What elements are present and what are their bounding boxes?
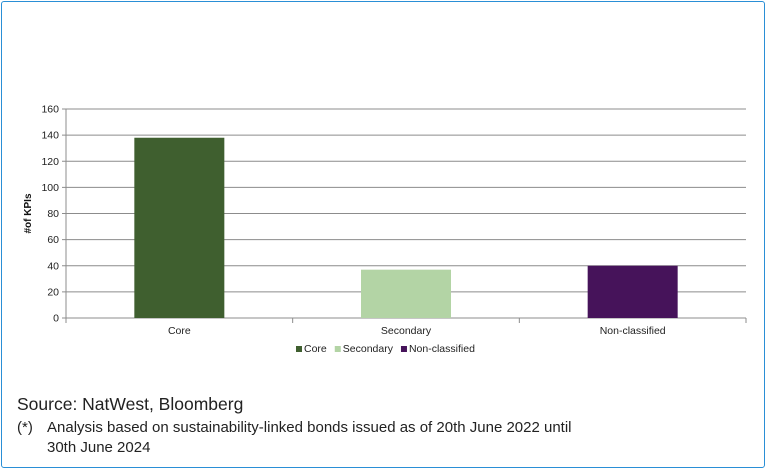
x-tick-label: Non-classified [600, 325, 666, 337]
legend-label: Secondary [343, 343, 394, 355]
legend-label: Non-classified [409, 343, 475, 355]
x-tick-label: Core [168, 325, 191, 337]
legend-swatch [296, 346, 302, 352]
y-tick-label: 80 [47, 208, 59, 220]
footnote-line-2: 30th June 2024 [47, 439, 151, 456]
y-tick-label: 120 [41, 156, 59, 168]
y-tick-label: 60 [47, 234, 59, 246]
y-tick-label: 140 [41, 130, 59, 142]
y-axis-label: #of KPIs [23, 193, 34, 233]
y-tick-label: 160 [41, 104, 59, 116]
bar-secondary [361, 269, 451, 318]
x-tick-label: Secondary [381, 325, 432, 337]
source-note: Source: NatWest, Bloomberg [17, 394, 244, 414]
y-tick-label: 0 [53, 313, 59, 325]
bar-core [134, 137, 225, 318]
legend-label: Core [304, 343, 327, 355]
bar-non-classified [587, 265, 678, 318]
y-tick-label: 20 [47, 286, 59, 298]
legend-swatch [400, 346, 407, 352]
footnote-marker: (*) [17, 419, 33, 436]
footnote-line-1: Analysis based on sustainability-linked … [47, 419, 572, 436]
bar-chart: 0 20 40 60 80 100 120 140 160 #of KPIs Core Seconda… [23, 104, 747, 355]
y-tick-label: 40 [47, 260, 59, 272]
y-tick-label: 100 [41, 182, 59, 194]
legend-swatch [334, 346, 341, 352]
footnote: (*) Analysis based on sustainability-link… [17, 418, 717, 458]
